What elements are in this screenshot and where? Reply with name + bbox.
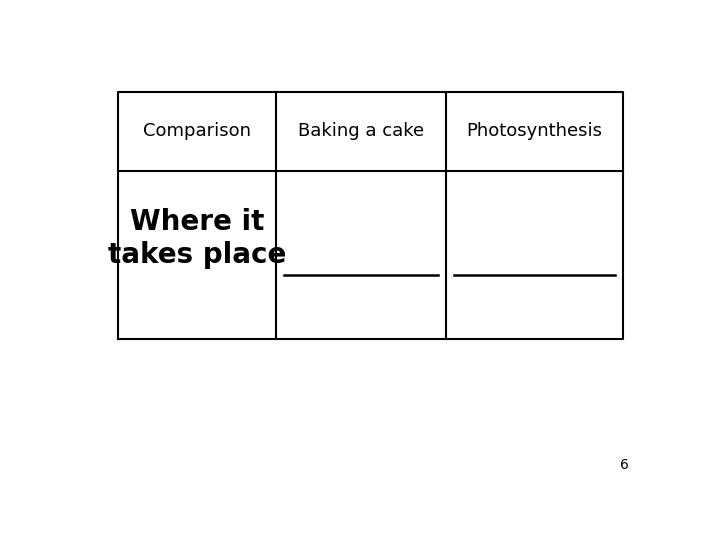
Text: Baking a cake: Baking a cake [298, 123, 424, 140]
Text: 6: 6 [620, 458, 629, 472]
Text: Comparison: Comparison [143, 123, 251, 140]
Text: Photosynthesis: Photosynthesis [467, 123, 603, 140]
Text: Where it
takes place: Where it takes place [108, 208, 286, 268]
